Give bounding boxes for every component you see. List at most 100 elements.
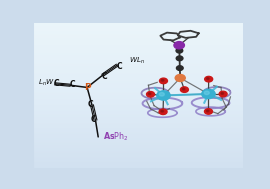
Bar [34, 108, 243, 109]
Circle shape [159, 93, 164, 96]
Bar [34, 49, 243, 50]
Circle shape [219, 91, 227, 97]
Bar [34, 141, 243, 142]
Bar [34, 81, 243, 82]
Bar [34, 87, 243, 88]
Bar [34, 122, 243, 123]
Bar [34, 83, 243, 84]
Bar [34, 71, 243, 72]
Bar [34, 74, 243, 75]
Bar [34, 110, 243, 111]
Bar [34, 84, 243, 85]
Bar [34, 158, 243, 159]
Bar [34, 106, 243, 107]
Bar [34, 25, 243, 26]
Circle shape [207, 78, 209, 79]
Bar [34, 88, 243, 89]
Bar [34, 100, 243, 101]
Bar [34, 162, 243, 163]
Bar [34, 133, 243, 134]
Bar [34, 69, 243, 70]
Bar [34, 156, 243, 158]
Bar [34, 115, 243, 116]
Bar [34, 56, 243, 57]
Bar [34, 51, 243, 52]
Bar [34, 167, 243, 168]
Bar [34, 165, 243, 166]
Bar [34, 36, 243, 37]
Bar [34, 53, 243, 54]
Bar [34, 138, 243, 139]
Bar [34, 135, 243, 136]
Text: C: C [53, 79, 59, 88]
Bar [34, 38, 243, 39]
Bar [34, 61, 243, 62]
Bar [34, 161, 243, 162]
Bar [34, 97, 243, 98]
Bar [34, 89, 243, 90]
Bar [34, 95, 243, 96]
Bar [34, 125, 243, 126]
Bar [34, 166, 243, 167]
Bar [34, 68, 243, 69]
Bar [34, 163, 243, 164]
Bar [34, 27, 243, 28]
Bar [34, 29, 243, 30]
Bar [34, 67, 243, 68]
Bar [34, 99, 243, 100]
Bar [34, 66, 243, 67]
Bar [34, 82, 243, 83]
Text: $L_nW$: $L_nW$ [38, 77, 55, 88]
Bar [34, 152, 243, 153]
Bar [34, 85, 243, 86]
Bar [34, 102, 243, 103]
Bar [34, 112, 243, 113]
Bar [34, 50, 243, 51]
Bar [34, 96, 243, 97]
Bar [34, 73, 243, 74]
Bar [34, 48, 243, 49]
Circle shape [174, 42, 184, 49]
Bar [34, 105, 243, 106]
Text: C: C [91, 115, 97, 124]
Bar [34, 32, 243, 33]
Bar [34, 150, 243, 151]
Bar [34, 80, 243, 81]
Bar [34, 127, 243, 129]
Text: C: C [116, 62, 122, 71]
Bar [34, 86, 243, 87]
Bar [34, 136, 243, 137]
Bar [34, 42, 243, 43]
Bar [34, 159, 243, 160]
Circle shape [177, 66, 183, 70]
Bar [34, 143, 243, 144]
Bar [34, 76, 243, 77]
Bar [34, 139, 243, 140]
Text: $\bf{As}$Ph$_2$: $\bf{As}$Ph$_2$ [103, 131, 129, 143]
Circle shape [206, 110, 209, 112]
Bar [34, 104, 243, 105]
Circle shape [160, 78, 167, 84]
Circle shape [157, 91, 170, 100]
Bar [34, 118, 243, 119]
Bar [34, 57, 243, 58]
Bar [34, 116, 243, 117]
Bar [34, 126, 243, 127]
Bar [34, 134, 243, 135]
Bar [34, 90, 243, 91]
Bar [34, 60, 243, 61]
Bar [34, 40, 243, 41]
Bar [34, 64, 243, 65]
Bar [34, 129, 243, 130]
Bar [34, 124, 243, 125]
Bar [34, 123, 243, 124]
Bar [34, 44, 243, 45]
Text: C: C [70, 80, 75, 89]
Circle shape [175, 74, 185, 81]
Bar [34, 98, 243, 99]
Circle shape [147, 91, 154, 97]
Bar [34, 77, 243, 78]
Text: C: C [87, 100, 93, 109]
Bar [34, 119, 243, 120]
Bar [34, 94, 243, 95]
